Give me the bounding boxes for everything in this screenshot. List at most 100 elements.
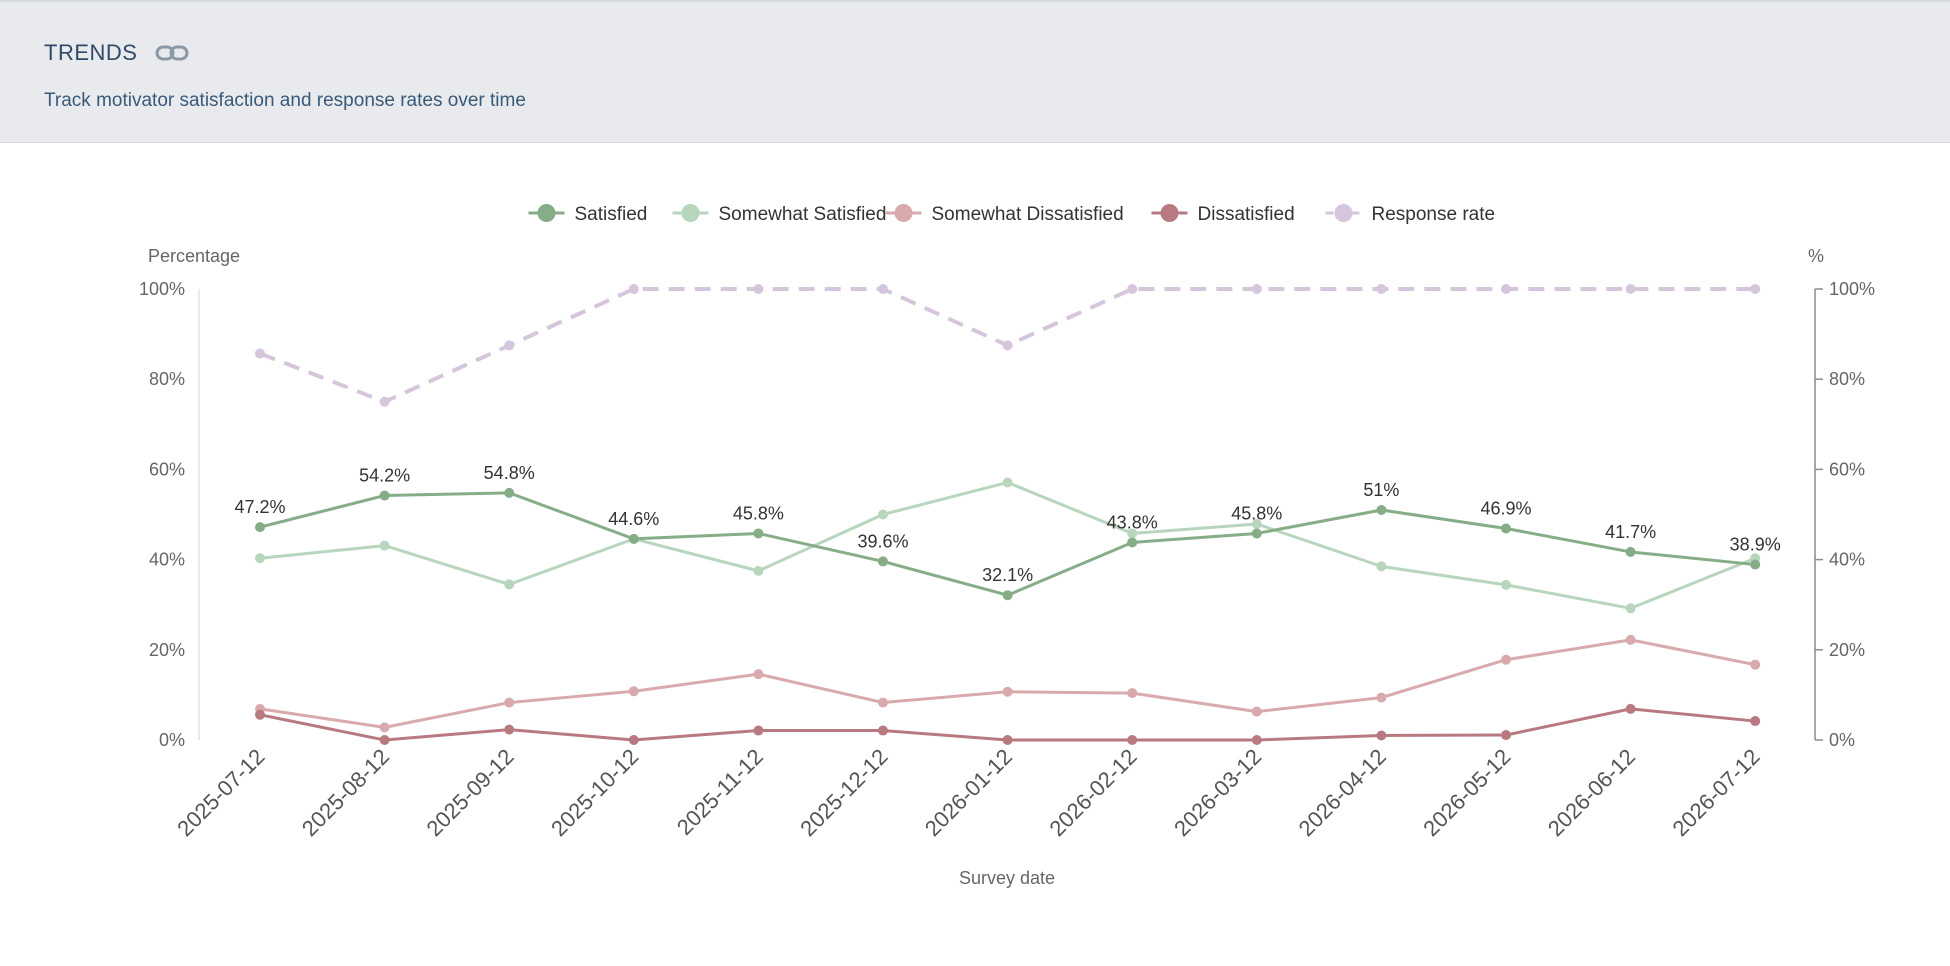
data-point	[753, 284, 764, 294]
data-point	[379, 735, 390, 745]
data-point	[878, 556, 888, 567]
data-label: 39.6%	[857, 531, 908, 551]
data-label: 54.2%	[359, 466, 410, 486]
y-tick-label-left: 60%	[149, 459, 185, 479]
data-point	[255, 709, 265, 720]
y-tick-label-right: 60%	[1829, 459, 1865, 479]
y-tick-label-right: 80%	[1829, 369, 1865, 389]
data-point	[1501, 654, 1511, 665]
data-point	[1625, 284, 1636, 294]
data-point	[878, 509, 888, 520]
legend-marker	[681, 204, 700, 222]
title-row: TRENDS	[44, 40, 189, 66]
page-title: TRENDS	[44, 40, 138, 65]
x-tick-label: 2025-09-12	[421, 744, 518, 841]
y-axis-label-right: %	[1808, 246, 1824, 266]
series-line	[259, 638, 1756, 729]
legend-item[interactable]: Response rate	[1325, 204, 1496, 225]
data-point	[1002, 686, 1013, 697]
x-tick-label: 2026-02-12	[1044, 744, 1141, 841]
data-point	[379, 396, 390, 407]
data-point	[1376, 730, 1387, 741]
x-tick-label: 2026-03-12	[1169, 744, 1266, 841]
data-label: 45.8%	[1231, 503, 1282, 523]
data-label: 54.8%	[484, 463, 535, 483]
data-point	[1625, 634, 1636, 645]
legend-item[interactable]: Satisfied	[528, 204, 648, 225]
data-point	[1501, 284, 1511, 294]
link-icon[interactable]	[155, 43, 189, 63]
data-point	[255, 522, 265, 533]
data-label: 47.2%	[234, 497, 285, 517]
data-point	[878, 725, 888, 736]
data-point	[1501, 730, 1511, 741]
data-point	[1251, 528, 1262, 539]
data-label: 46.9%	[1480, 498, 1531, 518]
y-tick-label-left: 100%	[139, 279, 185, 299]
x-tick-label: 2025-11-12	[672, 744, 768, 840]
data-point	[628, 686, 639, 697]
data-point	[1750, 659, 1761, 670]
data-point	[379, 722, 390, 733]
data-point	[504, 487, 515, 498]
data-point	[379, 540, 390, 551]
y-tick-label-left: 40%	[149, 550, 185, 570]
data-point	[1376, 504, 1387, 515]
data-label: 44.6%	[608, 509, 659, 529]
data-point	[1251, 735, 1262, 745]
data-point	[1376, 692, 1387, 703]
chart-legend: Satisfied Somewhat Satisfied Somewhat Diss…	[528, 204, 1496, 225]
data-point	[1127, 528, 1138, 539]
x-tick-label: 2026-05-12	[1418, 744, 1515, 841]
page-subtitle: Track motivator satisfaction and respons…	[44, 90, 526, 111]
data-point	[255, 553, 265, 564]
data-point	[628, 284, 639, 294]
chart-series	[255, 284, 1761, 745]
data-point	[1251, 518, 1262, 529]
data-point	[1002, 590, 1013, 601]
data-point	[379, 490, 390, 501]
data-point	[1625, 603, 1636, 614]
legend-item[interactable]: Somewhat Dissatisfied	[885, 204, 1124, 225]
x-tick-label: 2025-12-12	[795, 744, 892, 841]
data-point	[878, 284, 888, 294]
legend-marker	[1160, 204, 1179, 222]
data-label: 45.8%	[733, 503, 784, 523]
x-tick-label: 2025-07-12	[172, 744, 269, 841]
data-point	[1002, 340, 1013, 351]
legend-marker	[1334, 204, 1353, 222]
data-point	[504, 579, 515, 590]
data-point	[1127, 688, 1138, 699]
legend-item[interactable]: Somewhat Satisfied	[672, 204, 887, 225]
data-point	[1501, 523, 1511, 534]
data-point	[1127, 735, 1138, 745]
data-label: 51%	[1363, 480, 1399, 500]
data-point	[878, 697, 888, 708]
x-tick-label: 2025-10-12	[546, 744, 643, 841]
y-tick-label-right: 0%	[1829, 730, 1855, 750]
data-point	[628, 735, 639, 745]
data-point	[1376, 561, 1387, 572]
data-point	[1750, 716, 1761, 727]
x-tick-label: 2026-04-12	[1294, 744, 1391, 841]
x-tick-label: 2025-08-12	[297, 744, 394, 841]
trends-chart: Satisfied Somewhat Satisfied Somewhat Diss…	[139, 204, 1875, 888]
legend-label: Response rate	[1372, 204, 1496, 225]
chart-axes: 0% 0% 20% 20% 40% 40% 60% 60% 80% 80% 100% 100% 2025…	[139, 279, 1875, 841]
data-point	[1750, 284, 1761, 294]
y-tick-label-right: 40%	[1829, 550, 1865, 570]
legend-item[interactable]: Dissatisfied	[1151, 204, 1295, 225]
y-tick-label-right: 20%	[1829, 640, 1865, 660]
legend-marker	[537, 204, 556, 222]
data-point	[1251, 706, 1262, 717]
data-point	[1002, 477, 1013, 488]
y-axis-label-left: Percentage	[148, 246, 240, 266]
data-point	[753, 725, 764, 736]
x-tick-label: 2026-06-12	[1543, 744, 1640, 841]
y-tick-label-right: 100%	[1829, 279, 1875, 299]
data-point	[1127, 284, 1138, 294]
data-point	[255, 348, 265, 359]
x-axis-label: Survey date	[959, 868, 1055, 888]
data-point	[1625, 546, 1636, 557]
data-point	[628, 533, 639, 544]
